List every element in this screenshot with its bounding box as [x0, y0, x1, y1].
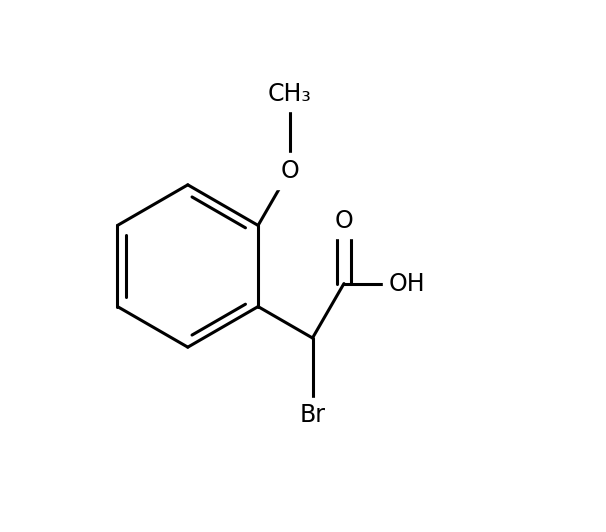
Text: CH₃: CH₃	[268, 81, 311, 105]
Text: O: O	[280, 159, 299, 183]
Text: Br: Br	[299, 403, 325, 428]
Text: O: O	[335, 209, 353, 232]
Text: OH: OH	[389, 271, 425, 296]
